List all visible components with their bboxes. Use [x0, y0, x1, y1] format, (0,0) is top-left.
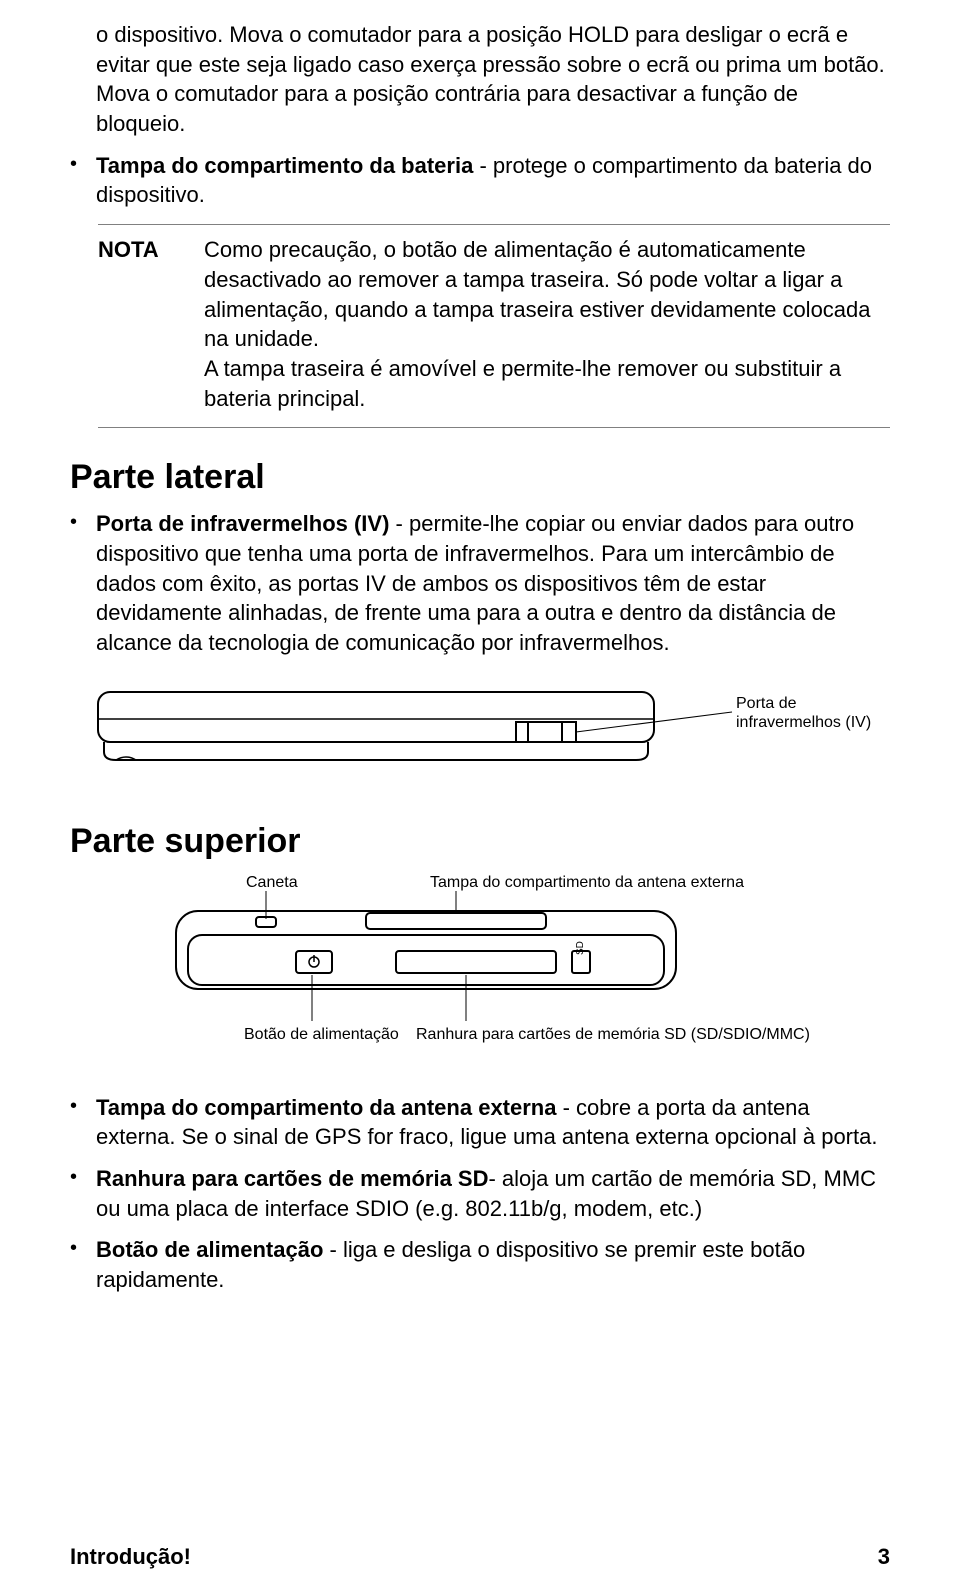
diagram-top-view: Caneta Tampa do compartimento da antena …	[96, 873, 890, 1063]
superior-bullet-antenna: • Tampa do compartimento da antena exter…	[70, 1093, 890, 1152]
bullet-dot: •	[70, 1093, 96, 1152]
bullet-text: Tampa do compartimento da bateria - prot…	[96, 151, 890, 210]
heading-parte-superior: Parte superior	[70, 822, 890, 861]
nota-block: NOTA Como precaução, o botão de alimenta…	[98, 224, 890, 428]
bullet-lead: Tampa do compartimento da bateria	[96, 153, 473, 178]
bullet-dot: •	[70, 1164, 96, 1223]
intro-bullet-hold: o dispositivo. Mova o comutador para a p…	[70, 20, 890, 139]
bullet-dot: •	[70, 151, 96, 210]
footer-section-name: Introdução!	[70, 1544, 191, 1570]
callout-power-button: Botão de alimentação	[244, 1025, 399, 1044]
footer-page-number: 3	[878, 1544, 890, 1570]
callout-stylus: Caneta	[246, 873, 298, 892]
intro-bullet-battery-cover: • Tampa do compartimento da bateria - pr…	[70, 151, 890, 210]
superior-bullet-power: • Botão de alimentação - liga e desliga …	[70, 1235, 890, 1294]
bullet-lead: Botão de alimentação	[96, 1237, 323, 1262]
sd-vertical-label: SD	[575, 941, 587, 955]
bullet-dot	[70, 20, 96, 139]
bullet-text: Botão de alimentação - liga e desliga o …	[96, 1235, 890, 1294]
bullet-dot: •	[70, 1235, 96, 1294]
bullet-lead: Tampa do compartimento da antena externa	[96, 1095, 556, 1120]
callout-ir-port: Porta de infravermelhos (IV)	[736, 694, 871, 732]
heading-parte-lateral: Parte lateral	[70, 458, 890, 497]
bullet-text: o dispositivo. Mova o comutador para a p…	[96, 20, 890, 139]
page-footer: Introdução! 3	[70, 1544, 890, 1570]
bullet-dot: •	[70, 509, 96, 657]
diagram-side-view: Porta de infravermelhos (IV)	[96, 682, 890, 782]
bullet-text: Tampa do compartimento da antena externa…	[96, 1093, 890, 1152]
callout-sd-slot: Ranhura para cartões de memória SD (SD/S…	[416, 1025, 810, 1044]
lateral-bullet-ir: • Porta de infravermelhos (IV) - permite…	[70, 509, 890, 657]
bullet-text: Porta de infravermelhos (IV) - permite-l…	[96, 509, 890, 657]
device-side-svg	[96, 682, 736, 772]
bullet-lead: Porta de infravermelhos (IV)	[96, 511, 389, 536]
callout-antenna-cover: Tampa do compartimento da antena externa	[430, 873, 744, 892]
nota-label: NOTA	[98, 235, 204, 413]
bullet-text: Ranhura para cartões de memória SD- aloj…	[96, 1164, 890, 1223]
nota-text: Como precaução, o botão de alimentação é…	[204, 235, 890, 413]
superior-bullet-sd: • Ranhura para cartões de memória SD- al…	[70, 1164, 890, 1223]
bullet-lead: Ranhura para cartões de memória SD	[96, 1166, 488, 1191]
